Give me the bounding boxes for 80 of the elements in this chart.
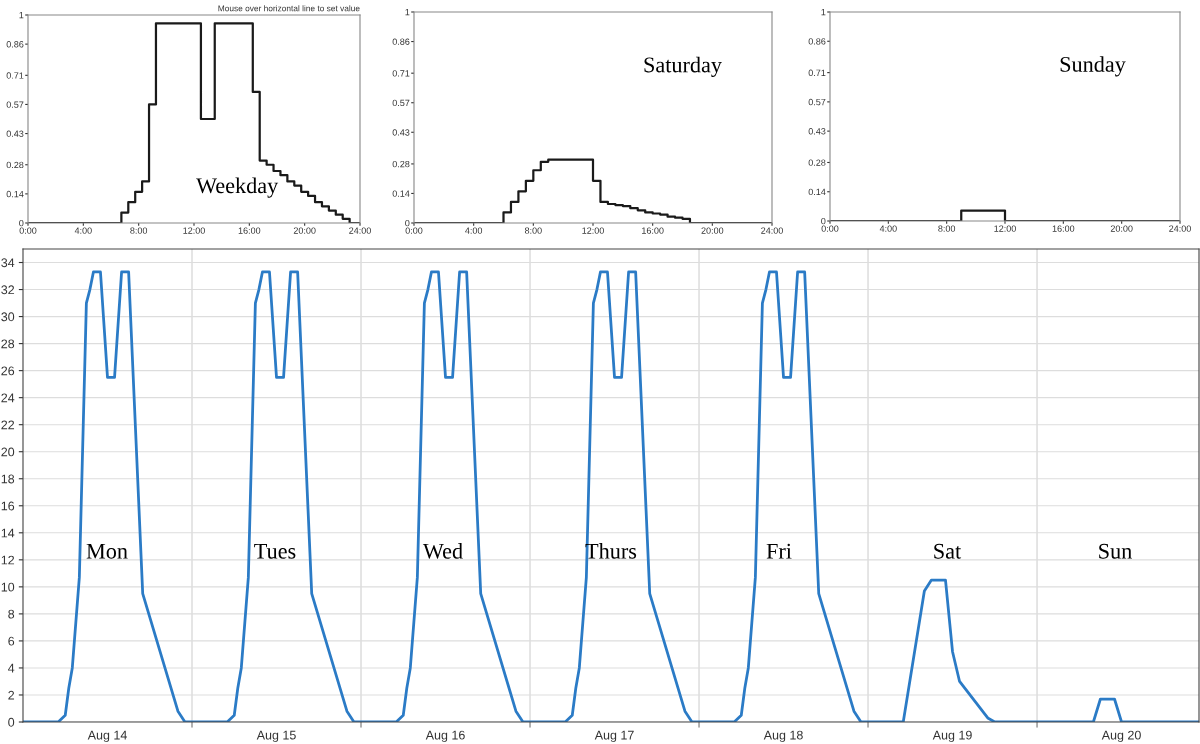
y-tick-label: 0.28 [808, 159, 826, 166]
y-tick-label: 6 [8, 636, 15, 646]
x-tick-label: Aug 20 [1101, 730, 1141, 742]
x-tick-label: 12:00 [994, 225, 1016, 232]
y-tick-label: 2 [8, 690, 15, 700]
y-tick-label: 4 [8, 663, 15, 673]
y-tick-label: 10 [1, 582, 15, 592]
annotation: Sun [1099, 543, 1132, 559]
annotation: Mon [86, 543, 128, 559]
y-tick-label: 0.28 [392, 160, 410, 168]
x-tick-label: Aug 15 [256, 730, 296, 742]
y-tick-label: 14 [1, 528, 15, 538]
annotation: Saturday [644, 56, 722, 77]
x-tick-label: 20:00 [1110, 225, 1133, 232]
x-tick-label: Aug 16 [425, 730, 465, 742]
y-tick-label: 0.28 [6, 161, 24, 169]
annotation: Weekday [196, 177, 279, 198]
y-tick-label: 24 [1, 393, 15, 403]
x-tick-label: 24:00 [761, 227, 783, 234]
y-tick-label: 34 [1, 258, 15, 268]
y-tick-label: 0.43 [392, 129, 410, 136]
x-tick-label: Aug 17 [594, 730, 634, 742]
x-tick-label: 0:00 [405, 227, 423, 234]
y-tick-label: 22 [1, 420, 15, 430]
text: Mouse over horizontal line to set value [218, 5, 360, 12]
x-tick-label: 16:00 [642, 227, 664, 234]
y-tick-label: 1 [19, 12, 24, 19]
y-tick-label: 0.71 [392, 70, 410, 77]
annotation: Sat [934, 543, 962, 559]
y-tick-label: 0.57 [6, 101, 24, 108]
x-tick-label: 12:00 [582, 227, 604, 234]
y-tick-label: 0.71 [808, 69, 826, 76]
y-tick-label: 0.14 [392, 190, 410, 197]
y-tick-label: 0 [19, 219, 24, 227]
x-tick-label: 8:00 [938, 225, 956, 232]
x-tick-label: 24:00 [349, 227, 371, 234]
y-tick-label: 30 [1, 312, 15, 322]
y-tick-label: 0.14 [6, 190, 24, 198]
y-tick-label: 0.86 [808, 38, 826, 45]
x-tick-label: 4:00 [465, 227, 483, 234]
y-tick-label: 12 [1, 555, 15, 565]
x-tick-label: Aug 14 [87, 730, 127, 742]
x-tick-label: 4:00 [74, 227, 92, 234]
y-tick-label: 0.43 [6, 130, 24, 137]
y-tick-label: 0.14 [808, 188, 826, 196]
x-tick-label: 24:00 [1169, 225, 1191, 232]
y-tick-label: 0.86 [6, 41, 24, 48]
y-tick-label: 0.57 [392, 99, 410, 107]
y-tick-label: 0.43 [808, 128, 826, 135]
x-tick-label: 8:00 [130, 227, 148, 234]
x-tick-label: 4:00 [879, 225, 897, 232]
y-tick-label: 0 [405, 219, 410, 227]
y-tick-label: 32 [1, 285, 15, 295]
y-tick-label: 20 [1, 447, 15, 457]
annotation: Tues [254, 543, 296, 559]
x-tick-label: 0:00 [19, 227, 37, 234]
x-tick-label: 0:00 [821, 225, 839, 232]
annotation: Sunday [1060, 56, 1126, 77]
y-tick-label: 0 [8, 717, 15, 727]
y-tick-label: 28 [1, 339, 15, 349]
y-tick-label: 0 [821, 217, 826, 225]
x-tick-label: Aug 19 [932, 730, 972, 742]
y-tick-label: 0.86 [392, 38, 410, 45]
y-tick-label: 18 [1, 474, 15, 484]
annotation: Wed [422, 543, 463, 559]
x-tick-label: 8:00 [524, 227, 542, 234]
y-tick-label: 1 [405, 9, 410, 16]
y-tick-label: 1 [821, 9, 826, 16]
x-tick-label: 16:00 [1052, 225, 1075, 232]
x-tick-label: Aug 18 [763, 730, 803, 742]
x-tick-label: 16:00 [238, 227, 261, 234]
x-tick-label: 20:00 [701, 227, 724, 234]
y-tick-label: 8 [8, 609, 15, 619]
y-tick-label: 0.57 [808, 98, 826, 106]
y-tick-label: 26 [1, 366, 15, 376]
x-tick-label: 20:00 [293, 227, 316, 234]
y-tick-label: 0.71 [6, 72, 24, 79]
x-tick-label: 12:00 [183, 227, 205, 234]
y-tick-label: 16 [1, 501, 15, 511]
annotation: Fri [766, 543, 792, 559]
